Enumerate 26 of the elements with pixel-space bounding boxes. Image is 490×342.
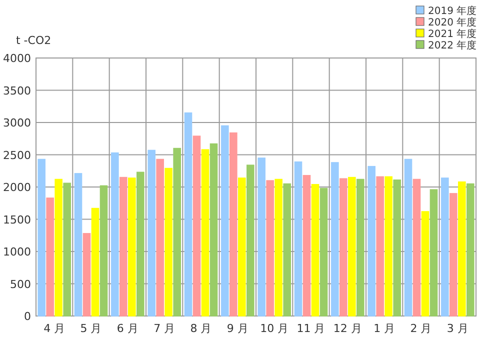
y-tick-label: 1000	[3, 246, 31, 258]
y-tick-label: 3500	[3, 84, 31, 98]
x-tick-label: 4 月	[44, 322, 66, 335]
y-tick-label: 1500	[3, 213, 31, 226]
x-tick-label: 7 月	[154, 322, 176, 335]
y-tick-label: 500	[10, 278, 31, 291]
y-tick-label: 3000	[3, 116, 31, 130]
x-tick-label: 1 月	[374, 322, 396, 335]
y-tick-label: 4000	[3, 52, 31, 65]
x-tick-label: 3 月	[446, 322, 468, 335]
legend-label: 2020 年度	[428, 16, 477, 28]
x-tick-label: 2 月	[410, 322, 432, 335]
legend-label: 2022 年度	[428, 40, 477, 52]
x-tick-label: 5 月	[80, 322, 102, 335]
y-tick-label: 2500	[3, 148, 31, 162]
legend-label: 2021 年度	[428, 28, 477, 40]
x-tick-label: 8 月	[190, 322, 212, 335]
x-tick-label: 9 月	[226, 322, 248, 335]
y-axis-title: t -CO2	[16, 34, 52, 47]
x-tick-label: 12 月	[333, 322, 362, 335]
x-tick-label: 10 月	[260, 322, 289, 335]
y-tick-label: 2000	[3, 181, 31, 194]
x-tick-label: 6 月	[116, 322, 138, 335]
legend-label: 2019 年度	[428, 5, 477, 17]
x-tick-label: 11 月	[296, 322, 326, 335]
y-tick-label: 0	[24, 310, 31, 323]
